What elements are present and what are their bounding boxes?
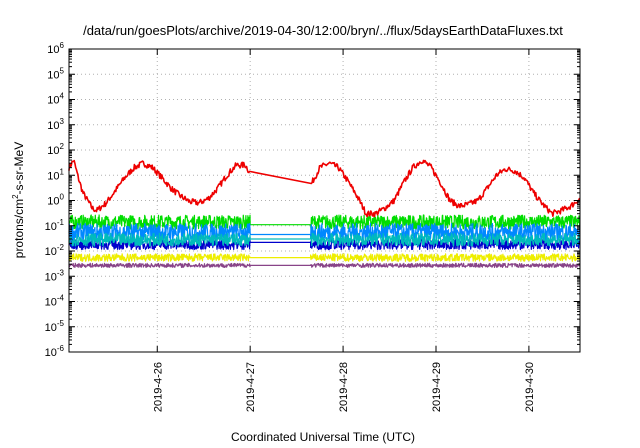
x-tick-label: 2019-4-28 xyxy=(338,362,350,412)
grid-lines xyxy=(69,49,580,352)
y-tick-label: 102 xyxy=(47,142,64,157)
y-tick-label: 103 xyxy=(47,117,64,132)
chart-title: /data/run/goesPlots/archive/2019-04-30/1… xyxy=(83,23,563,38)
y-tick-label: 104 xyxy=(47,92,64,107)
y-tick-label: 10-6 xyxy=(45,344,65,359)
x-tick-label: 2019-4-30 xyxy=(524,362,536,412)
x-axis-label: Coordinated Universal Time (UTC) xyxy=(231,430,415,444)
y-axis-label: protons/cm2-s-sr-MeV xyxy=(11,142,26,258)
x-tick-label: 2019-4-26 xyxy=(152,362,164,412)
y-tick-label: 10-1 xyxy=(45,218,65,233)
series-line-5 xyxy=(68,253,581,262)
plot-series xyxy=(68,159,581,268)
y-tick-label: 10-5 xyxy=(45,319,65,334)
x-tick-labels: 2019-4-26 2019-4-27 2019-4-28 2019-4-29 2019… xyxy=(152,362,536,412)
series-line-0 xyxy=(68,159,581,218)
y-tick-label: 10-3 xyxy=(45,268,65,283)
series-line-4 xyxy=(68,232,581,247)
y-tick-label: 105 xyxy=(47,66,64,81)
y-tick-label: 100 xyxy=(47,193,64,208)
x-tick-label: 2019-4-29 xyxy=(431,362,443,412)
y-tick-label: 101 xyxy=(47,167,64,182)
series-line-3 xyxy=(68,238,581,251)
series-line-6 xyxy=(68,262,581,268)
y-tick-label: 10-4 xyxy=(45,294,65,309)
y-tick-labels: 10-6 10-5 10-4 10-3 10-2 10-1 100 101 102 103 104 1… xyxy=(45,41,65,359)
axis-ticks xyxy=(69,48,580,353)
x-tick-label: 2019-4-27 xyxy=(245,362,257,412)
y-tick-label: 106 xyxy=(47,41,64,56)
y-tick-label: 10-2 xyxy=(45,243,65,258)
